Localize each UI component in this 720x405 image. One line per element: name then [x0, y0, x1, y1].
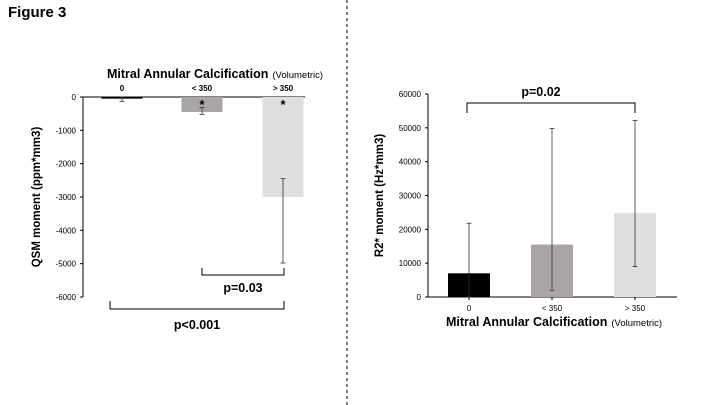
significance-bracket [109, 301, 285, 310]
qsm-chart: Mitral Annular Calcification (Volumetric)… [31, 67, 323, 332]
y-tick-label: -2000 [56, 160, 77, 169]
significance-mark: * [280, 97, 286, 112]
x-tick-label: < 350 [542, 304, 563, 313]
y-tick-label: 50000 [399, 124, 422, 133]
x-tick-label: 0 [120, 84, 125, 93]
y-tick-label: -1000 [56, 126, 77, 135]
figure-label: Figure 3 [8, 4, 67, 21]
x-tick-label: > 350 [273, 84, 294, 93]
bar [181, 97, 223, 112]
x-tick-label: > 350 [625, 304, 646, 313]
chart-title-sub: (Volumetric) [272, 70, 323, 81]
x-axis-title: Mitral Annular Calcification (Volumetric) [446, 315, 662, 329]
significance-bracket [466, 102, 636, 113]
significance-bracket [201, 268, 285, 276]
bracket-label: p=0.02 [521, 85, 560, 99]
significance-mark: * [199, 97, 205, 112]
y-tick-label: -5000 [56, 260, 77, 269]
bracket-label: p=0.03 [223, 281, 262, 295]
y-tick-label: 60000 [399, 90, 422, 99]
r2star-chart: R2* moment (Hz*mm3) 0 10000 20000 30000 40000… [374, 85, 677, 329]
x-axis-title-main: Mitral Annular Calcification [446, 315, 607, 329]
x-tick-label: < 350 [192, 84, 213, 93]
y-axis-label: R2* moment (Hz*mm3) [374, 134, 386, 257]
bracket-label: p<0.001 [174, 318, 220, 332]
y-axis-label: QSM moment (ppm*mm3) [31, 127, 43, 268]
chart-title: Mitral Annular Calcification (Volumetric) [107, 67, 323, 81]
y-tick-label: 20000 [399, 225, 422, 234]
x-axis-title-sub: (Volumetric) [611, 318, 662, 329]
chart-title-main: Mitral Annular Calcification [107, 67, 268, 81]
y-tick-label: -3000 [56, 193, 77, 202]
y-tick-label: 10000 [399, 259, 422, 268]
y-tick-label: -6000 [56, 293, 77, 302]
x-tick-label: 0 [467, 304, 472, 313]
y-tick-label: -4000 [56, 226, 77, 235]
y-tick-label: 0 [72, 93, 77, 102]
y-tick-label: 0 [417, 293, 422, 302]
y-tick-label: 30000 [399, 192, 422, 201]
y-tick-label: 40000 [399, 158, 422, 167]
